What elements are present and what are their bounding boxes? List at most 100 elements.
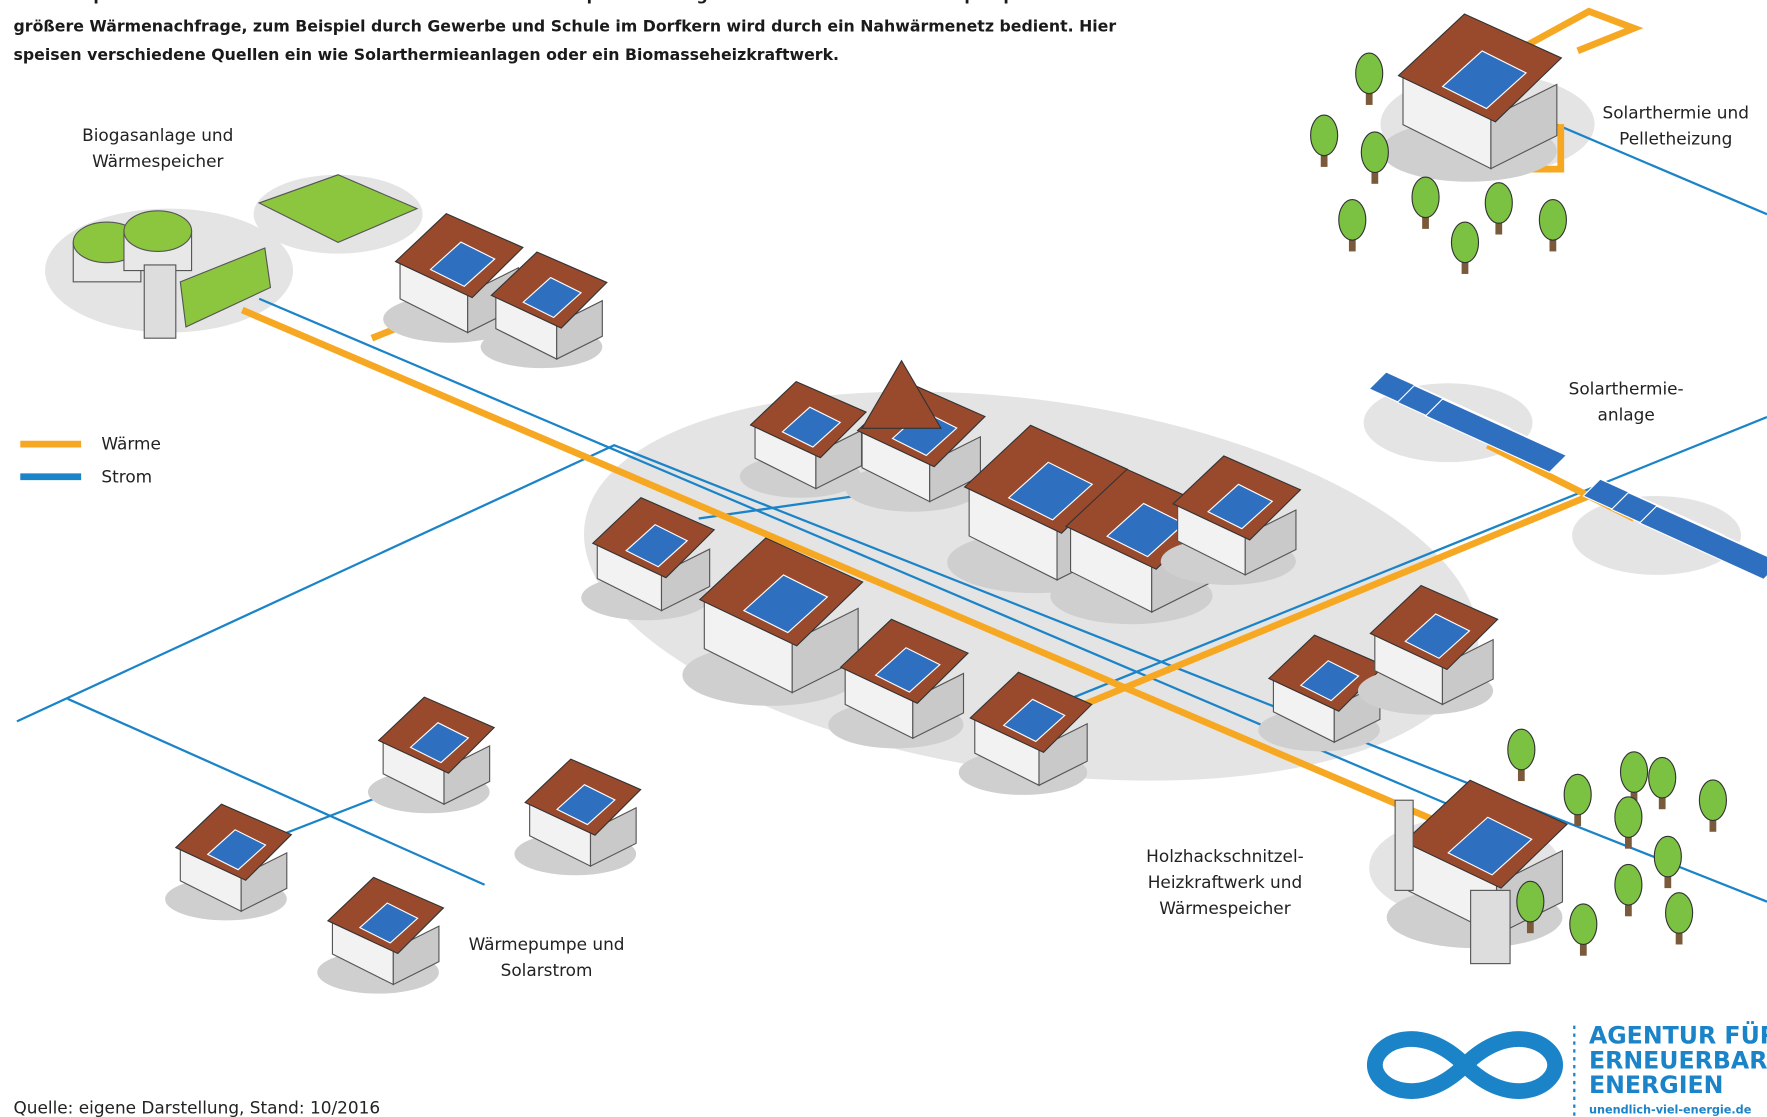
tree-trunk [1461,253,1469,274]
tree-crown [1614,863,1643,906]
tree [1563,773,1592,827]
tree-trunk [1675,924,1683,945]
tree-crown [1484,182,1513,224]
solar-panel [522,276,583,319]
solar-panel [781,406,842,448]
label: Wärmepumpe und [469,934,625,954]
tree [1310,114,1339,167]
solar-panel [429,241,496,288]
house-wall-side [660,548,711,612]
tree-trunk [1625,896,1632,917]
tree-crown [1338,199,1367,241]
tree-crown [1360,131,1389,174]
tree [1698,779,1727,832]
logo-url: unendlich-viel-energie.de [1589,1104,1752,1117]
house-wall-side [912,672,965,740]
tree-crown [1563,773,1592,816]
tree-trunk [1625,828,1632,849]
tree-crown [1569,903,1598,946]
solar-area-2 [1572,495,1742,575]
tree-crown [1665,892,1694,934]
label: Wärmespeicher [92,151,223,171]
tree-crown [1516,880,1545,923]
intro-text: größere Wärmenachfrage, zum Beispiel dur… [14,17,1117,36]
label: Solarthermie und [1602,102,1748,122]
label: anlage [1598,404,1655,424]
solar-panel [1638,505,1767,581]
tree-crown [1411,176,1440,219]
house [828,618,970,749]
tree-crown [1614,796,1643,838]
tree-trunk [1574,805,1582,827]
power-line [67,697,486,886]
solar-panel [1007,461,1094,521]
tree [1355,52,1384,105]
solar-panel [1404,613,1471,659]
tree-trunk [1526,912,1534,934]
tree [1411,176,1440,229]
house [367,696,496,814]
house [1386,779,1568,949]
source: Quelle: eigene Darstellung, Stand: 10/20… [14,1098,381,1117]
tree-crown [1507,728,1536,771]
solar-panel [1424,398,1568,473]
heat-line [1525,7,1644,54]
solar-panel [1207,483,1274,530]
house-wall-side [589,806,637,868]
intro-text: zum Beispiel durch eine Kombination von … [14,0,1075,4]
tree [1484,182,1513,235]
tree-trunk [1579,935,1587,956]
solar-panel [874,647,941,693]
tree [1338,199,1367,252]
tree-trunk [1664,867,1672,889]
label: Pelletheizung [1619,128,1732,148]
tree-crown [1310,114,1339,157]
logo-text: ERNEUERBARE [1589,1046,1767,1074]
tree-trunk [1630,783,1638,804]
tree-trunk [1658,788,1666,810]
logo [1366,1025,1576,1117]
storage-tank [1470,889,1511,965]
legend-label: Wärme [101,434,160,454]
house [1160,455,1302,585]
house [581,497,716,621]
tree [1569,903,1598,956]
digester-top [123,210,193,252]
tree-crown [1355,52,1384,95]
barn [179,247,272,328]
house [958,671,1093,795]
house-wall-side [1441,638,1494,706]
solar-panel [742,574,829,634]
house [1381,13,1563,182]
tree [1507,728,1536,782]
solar-panel [1002,698,1066,743]
tree [1653,835,1682,889]
tree-trunk [1495,214,1503,235]
logo-text: ENERGIEN [1589,1071,1724,1099]
tree-trunk [1709,811,1717,832]
tree [1360,131,1389,184]
solar-panel [358,902,419,944]
solar-field [1368,371,1568,473]
tree-crown [1450,221,1480,264]
tree [1614,796,1643,849]
intro-text: speisen verschiedene Quellen ein wie Sol… [14,45,840,64]
label: Solarthermie- [1569,379,1684,399]
solar-panel [1447,816,1533,876]
label: Biogasanlage und [82,125,233,145]
house-wall-side [443,744,491,806]
solar-panel [409,722,470,764]
house-wall-side [1244,509,1297,576]
solar-panel [556,784,616,826]
logo-text: AGENTUR FÜR [1589,1022,1767,1050]
house-wall-side [240,851,288,913]
tree-trunk [1371,163,1379,184]
legend-label: Strom [101,466,152,486]
solar-field [1582,478,1767,581]
power-line [16,444,1767,903]
solar-panel [1441,50,1528,110]
house [1357,584,1499,715]
solar-panel [625,523,689,568]
tree [1450,221,1480,274]
